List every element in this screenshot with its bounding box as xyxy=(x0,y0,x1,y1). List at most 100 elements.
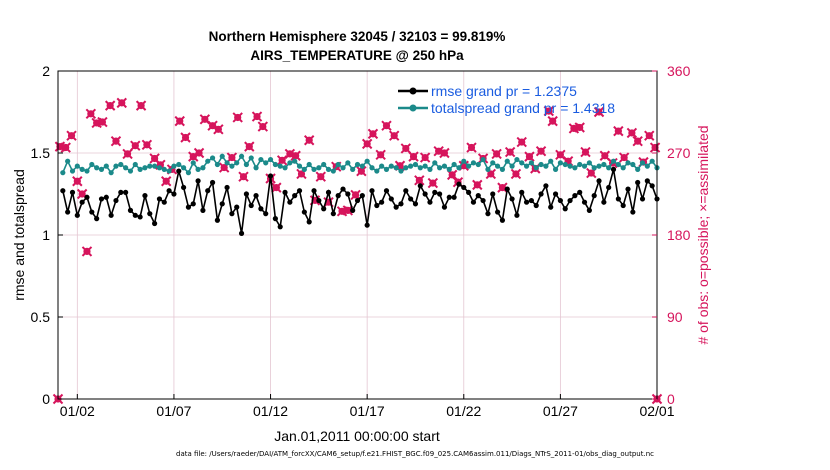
series-1-point-38 xyxy=(243,161,249,168)
obs-marker-scatter-93 xyxy=(644,130,655,141)
series-0-point-59 xyxy=(345,191,351,197)
series-1-point-7 xyxy=(94,165,100,171)
series-0-point-68 xyxy=(388,196,394,202)
obs-assimilated-mark xyxy=(547,115,558,127)
series-0-point-74 xyxy=(417,183,423,189)
series-1-point-76 xyxy=(427,166,433,172)
series-0-point-106 xyxy=(572,193,578,199)
series-0-point-14 xyxy=(127,207,134,213)
series-0-point-92 xyxy=(504,186,510,192)
obs-marker-scatter-58 xyxy=(419,152,431,163)
y2-tick-label-3: 270 xyxy=(667,145,691,161)
obs-assimilated-mark xyxy=(130,140,141,151)
y-tick-label-0: 0 xyxy=(42,391,50,407)
series-1-point-53 xyxy=(316,165,322,171)
series-0-point-93 xyxy=(509,196,515,202)
obs-marker-scatter-90 xyxy=(626,127,638,139)
obs-assimilated-mark xyxy=(389,130,400,141)
series-0-point-65 xyxy=(374,202,380,209)
series-1-point-33 xyxy=(219,153,225,159)
series-1-point-72 xyxy=(408,163,414,169)
series-1-point-26 xyxy=(185,170,192,176)
x-axis-label: Jan.01,2011 00:00:00 start xyxy=(274,428,440,444)
series-1-point-56 xyxy=(330,168,336,174)
series-0-point-114 xyxy=(610,166,617,172)
series-0-point-77 xyxy=(432,189,438,195)
series-0-point-43 xyxy=(267,173,274,179)
obs-marker-scatter-53 xyxy=(389,130,400,141)
obs-assimilated-mark xyxy=(408,151,419,162)
obs-marker-scatter-3 xyxy=(72,176,83,187)
y-axis-label: rmse and totalspread xyxy=(11,169,27,301)
series-1-point-91 xyxy=(499,166,506,172)
series-0-point-89 xyxy=(490,191,496,197)
series-1-point-113 xyxy=(606,165,612,171)
series-0-point-12 xyxy=(118,189,124,195)
obs-assimilated-mark xyxy=(504,146,516,158)
series-0-point-103 xyxy=(557,197,563,204)
series-0-point-91 xyxy=(499,217,506,223)
obs-marker-scatter-5 xyxy=(81,246,93,257)
obs-marker-scatter-31 xyxy=(244,141,255,152)
series-0-point-53 xyxy=(316,197,322,204)
series-0-point-55 xyxy=(325,189,332,195)
series-0-point-32 xyxy=(214,217,221,223)
x-tick-label-0: 01/02 xyxy=(60,403,95,419)
obs-assimilated-mark xyxy=(472,179,483,191)
series-0-point-87 xyxy=(480,197,486,204)
series-1-point-29 xyxy=(200,165,206,171)
series-1-point-108 xyxy=(581,163,588,169)
series-0-point-28 xyxy=(195,178,201,184)
series-0-point-8 xyxy=(98,196,105,202)
series-0-point-60 xyxy=(350,207,356,213)
obs-marker-scatter-33 xyxy=(257,121,269,132)
series-1-point-87 xyxy=(480,156,486,163)
series-0-point-120 xyxy=(639,196,646,202)
series-1-point-3 xyxy=(74,163,80,169)
obs-marker-scatter-52 xyxy=(381,120,392,131)
series-1-point-34 xyxy=(224,160,230,166)
obs-marker-scatter-66 xyxy=(472,179,483,191)
obs-marker-scatter-69 xyxy=(491,148,502,160)
series-0-point-39 xyxy=(248,202,254,209)
series-1-point-31 xyxy=(209,155,216,161)
y2-tick-label-4: 360 xyxy=(667,63,691,79)
series-1-point-49 xyxy=(296,163,303,169)
series-0-point-102 xyxy=(552,191,559,197)
obs-marker-scatter-8 xyxy=(97,116,108,128)
series-0-point-50 xyxy=(301,209,307,215)
series-0-point-82 xyxy=(456,181,462,187)
series-0-point-94 xyxy=(514,212,520,218)
series-1-point-60 xyxy=(350,166,356,172)
obs-marker-scatter-1 xyxy=(60,142,71,153)
series-0-point-31 xyxy=(209,179,216,186)
series-1-point-88 xyxy=(485,166,491,172)
data-file-caption: data file: /Users/raeder/DAI/ATM_forcXX/… xyxy=(176,450,654,458)
series-1-point-18 xyxy=(147,163,153,169)
obs-marker-scatter-73 xyxy=(516,136,527,148)
series-0-point-80 xyxy=(446,194,452,200)
series-1-point-61 xyxy=(354,161,361,168)
series-0-point-63 xyxy=(364,222,370,228)
obs-marker-scatter-2 xyxy=(66,130,77,141)
series-1-point-48 xyxy=(292,158,298,164)
y2-axis-label: # of obs: o=possible; ×=assimilated xyxy=(695,125,711,344)
series-0-point-13 xyxy=(123,189,129,195)
series-1-point-111 xyxy=(596,163,602,169)
obs-marker-scatter-46 xyxy=(342,205,354,216)
series-0-point-24 xyxy=(176,168,182,174)
series-0-point-104 xyxy=(562,206,568,212)
series-0-point-23 xyxy=(171,191,177,197)
obs-marker-scatter-9 xyxy=(104,100,116,111)
chart-title-line-1: Northern Hemisphere 32045 / 32103 = 99.8… xyxy=(209,29,506,44)
series-1-point-39 xyxy=(248,155,254,161)
series-1-point-22 xyxy=(166,168,172,174)
series-0-point-58 xyxy=(340,186,346,192)
series-1-point-74 xyxy=(417,165,423,171)
series-0-point-11 xyxy=(113,197,119,204)
obs-assimilated-mark xyxy=(232,112,243,123)
series-1-point-35 xyxy=(229,163,235,169)
obs-marker-scatter-61 xyxy=(439,147,450,159)
series-0-point-34 xyxy=(224,184,230,191)
series-0-point-70 xyxy=(398,201,404,207)
